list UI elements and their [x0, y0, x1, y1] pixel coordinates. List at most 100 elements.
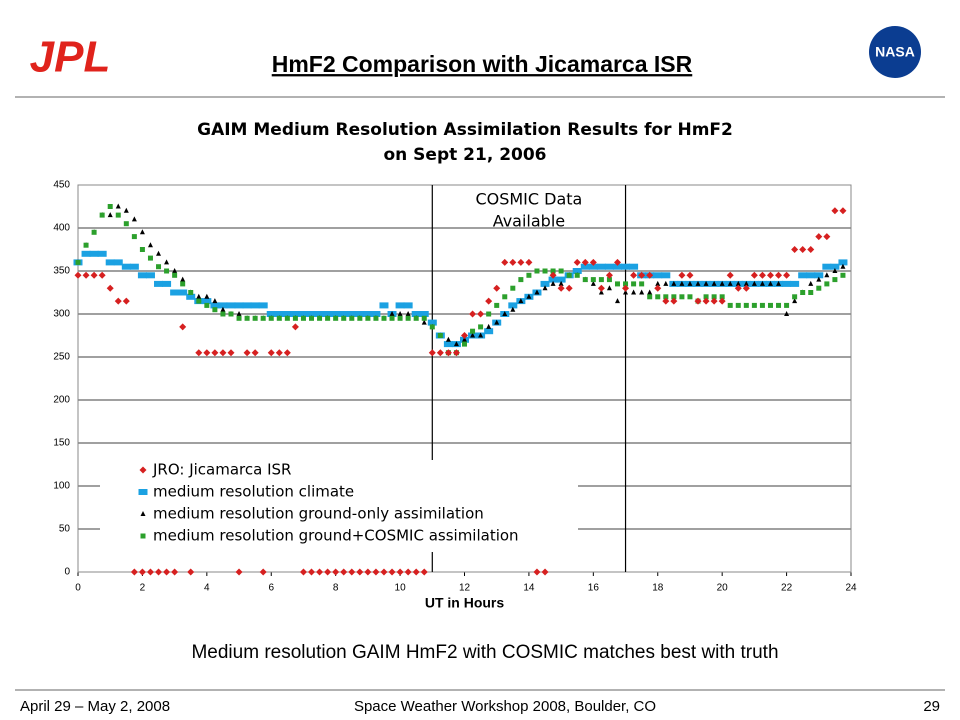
data-point: [340, 568, 348, 576]
data-point: [309, 315, 315, 321]
data-point: [614, 281, 620, 287]
data-point: [639, 281, 645, 287]
data-point: [572, 268, 582, 274]
data-point: [679, 280, 685, 286]
data-point: [98, 271, 106, 279]
data-point: [558, 268, 564, 274]
data-point: [188, 290, 194, 295]
legend-marker: [140, 511, 146, 516]
data-point: [831, 207, 839, 215]
data-point: [347, 311, 357, 317]
data-point: [236, 315, 242, 321]
data-point: [832, 268, 838, 273]
data-point: [718, 297, 726, 305]
data-point: [799, 246, 807, 253]
data-point: [90, 271, 98, 279]
data-point: [790, 280, 800, 287]
data-point: [429, 324, 435, 330]
data-point: [814, 272, 824, 279]
data-point: [751, 302, 757, 308]
data-point: [791, 246, 799, 253]
data-point: [218, 302, 228, 309]
data-point: [227, 349, 235, 357]
data-point: [598, 289, 604, 295]
data-point: [735, 302, 741, 308]
data-point: [679, 294, 685, 300]
data-point: [139, 229, 145, 235]
data-point: [758, 271, 766, 279]
data-point: [509, 258, 517, 266]
data-point: [444, 349, 452, 357]
data-point: [663, 294, 669, 300]
data-point: [284, 315, 290, 321]
data-point: [653, 272, 663, 279]
data-point: [331, 311, 341, 317]
x-tick-label: 18: [652, 583, 664, 594]
data-point: [146, 568, 154, 576]
data-point: [703, 280, 709, 286]
data-point: [180, 281, 186, 287]
data-point: [719, 294, 725, 300]
data-point: [484, 328, 494, 335]
data-point: [807, 246, 815, 253]
data-point: [164, 259, 170, 265]
chart-title-group: GAIM Medium Resolution Assimilation Resu…: [197, 120, 733, 165]
data-point: [323, 311, 333, 317]
data-point: [419, 311, 429, 317]
x-tick-label: 22: [781, 583, 793, 594]
data-point: [542, 285, 548, 291]
data-point: [671, 280, 677, 286]
data-point: [604, 263, 614, 270]
data-point: [339, 311, 349, 317]
data-point: [405, 315, 411, 321]
data-point: [494, 319, 500, 325]
data-point: [162, 280, 172, 287]
data-point: [485, 297, 493, 305]
data-point: [220, 311, 226, 317]
x-tick-label: 4: [204, 583, 210, 594]
data-point: [252, 315, 258, 321]
x-tick-label: 10: [395, 583, 407, 594]
data-point: [259, 568, 267, 576]
data-point: [502, 294, 508, 300]
data-point: [356, 568, 364, 576]
data-point: [243, 349, 251, 357]
data-point: [742, 284, 750, 292]
data-point: [179, 323, 187, 331]
data-point: [655, 280, 661, 286]
data-point: [91, 229, 97, 235]
data-point: [121, 263, 131, 270]
data-point: [202, 298, 212, 305]
y-tick-label: 0: [64, 567, 70, 578]
data-point: [105, 259, 115, 266]
y-tick-label: 250: [53, 352, 70, 363]
legend-label: medium resolution climate: [153, 483, 354, 501]
data-point: [588, 263, 598, 270]
data-point: [203, 349, 211, 357]
data-point: [445, 336, 451, 342]
data-point: [782, 280, 792, 287]
data-point: [792, 294, 798, 300]
data-point: [631, 289, 637, 295]
data-point: [420, 568, 428, 576]
data-point: [839, 207, 847, 215]
data-point: [324, 568, 332, 576]
data-point: [258, 302, 268, 309]
data-point: [292, 315, 298, 321]
x-tick-label: 6: [268, 583, 274, 594]
data-point: [107, 212, 113, 218]
data-point: [212, 298, 218, 304]
data-point: [236, 311, 242, 316]
data-point: [800, 290, 806, 295]
data-point: [582, 277, 588, 283]
data-point: [574, 272, 580, 278]
data-point: [590, 277, 596, 283]
data-point: [654, 284, 662, 292]
data-point: [518, 298, 524, 304]
data-point: [260, 315, 266, 321]
data-point: [798, 272, 808, 279]
data-point: [275, 349, 283, 357]
data-point: [655, 294, 661, 300]
data-point: [824, 281, 830, 287]
data-point: [131, 234, 137, 240]
